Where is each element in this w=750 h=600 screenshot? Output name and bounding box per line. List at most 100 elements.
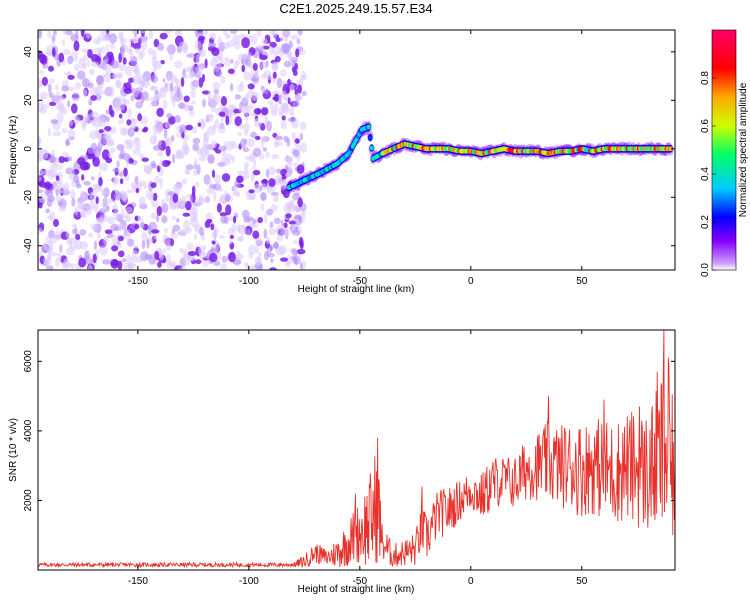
noise-blob <box>241 105 251 115</box>
noise-blob <box>46 198 53 208</box>
noise-blob <box>265 168 270 178</box>
noise-blob <box>38 189 43 194</box>
noise-blob <box>246 195 255 201</box>
noise-blob <box>189 194 193 204</box>
noise-blob <box>82 63 87 71</box>
noise-blob <box>49 163 58 173</box>
noise-blob <box>87 49 93 59</box>
noise-blob <box>172 224 181 232</box>
x-tick-label: -100 <box>239 576 259 587</box>
noise-blob <box>145 97 150 102</box>
noise-blob <box>260 73 268 80</box>
noise-blob <box>102 59 108 69</box>
trace-cell <box>369 145 374 151</box>
noise-blob <box>260 135 268 143</box>
noise-blob <box>280 220 284 227</box>
noise-blob <box>40 54 48 65</box>
noise-blob <box>54 84 59 91</box>
noise-blob <box>49 211 55 222</box>
noise-blob <box>206 218 213 224</box>
noise-blob <box>290 106 294 115</box>
noise-blob <box>150 229 160 234</box>
noise-blob <box>211 169 216 178</box>
noise-blob <box>293 239 298 245</box>
noise-blob <box>138 196 146 207</box>
colorbar: 0.0 0.2 0.4 0.6 0.8 Normalized spectral ampl… <box>700 29 749 277</box>
noise-blob <box>247 216 254 221</box>
noise-blob <box>187 251 197 256</box>
noise-blob <box>119 149 125 160</box>
noise-blob <box>194 40 202 51</box>
noise-blob <box>112 234 117 246</box>
noise-blob <box>285 86 291 94</box>
noise-blob <box>166 45 171 52</box>
noise-blob <box>236 175 244 184</box>
noise-blob <box>296 164 305 175</box>
noise-blob <box>182 248 188 256</box>
noise-blob <box>81 78 91 88</box>
noise-blob <box>101 197 108 209</box>
noise-blob <box>134 68 141 76</box>
noise-blob <box>220 215 228 224</box>
noise-blob <box>297 197 303 208</box>
noise-blob <box>67 100 71 108</box>
noise-blob <box>225 153 234 161</box>
noise-blob <box>58 206 67 212</box>
noise-blob <box>150 160 156 168</box>
noise-blob <box>198 49 207 57</box>
trace-cell <box>368 135 373 140</box>
noise-blob <box>89 130 98 140</box>
noise-blob <box>294 88 298 96</box>
y-tick-label: -20 <box>23 190 34 205</box>
noise-blob <box>165 145 171 157</box>
noise-blob <box>48 246 52 257</box>
noise-blob <box>231 223 236 233</box>
noise-blob <box>45 51 54 56</box>
noise-blob <box>280 37 284 42</box>
noise-blob <box>82 122 86 131</box>
noise-blob <box>188 255 197 262</box>
noise-blob <box>266 237 271 245</box>
noise-blob <box>124 262 133 270</box>
noise-blob <box>274 175 282 186</box>
colorbar-ticks: 0.0 0.2 0.4 0.6 0.8 <box>700 71 716 277</box>
noise-blob <box>246 228 251 236</box>
noise-blob <box>65 138 70 147</box>
noise-blob <box>90 223 99 230</box>
noise-blob <box>48 156 57 164</box>
noise-blob <box>62 48 71 56</box>
noise-blob <box>71 92 80 101</box>
noise-blob <box>150 85 156 91</box>
noise-blob <box>47 128 52 137</box>
noise-blob <box>254 118 259 128</box>
noise-blob <box>106 116 110 123</box>
noise-blob <box>64 182 69 193</box>
noise-blob <box>131 30 137 34</box>
noise-blob <box>94 202 99 213</box>
noise-blob <box>281 103 289 113</box>
noise-blob <box>87 113 91 125</box>
noise-blob <box>253 169 261 176</box>
noise-blob <box>169 82 174 92</box>
noise-blob <box>166 73 171 82</box>
noise-blob <box>252 230 260 239</box>
noise-blob <box>52 182 56 190</box>
noise-blob <box>92 183 102 190</box>
noise-blob <box>179 127 184 135</box>
noise-blob <box>280 257 288 262</box>
noise-blob <box>287 117 295 123</box>
noise-blob <box>212 94 218 100</box>
noise-blob <box>185 124 193 131</box>
noise-blob <box>198 245 205 257</box>
noise-blob <box>73 116 80 125</box>
snr-series-line <box>38 330 675 569</box>
noise-blob <box>291 131 296 142</box>
noise-blob <box>270 204 279 212</box>
noise-blob <box>211 140 217 149</box>
noise-blob <box>42 64 49 69</box>
noise-blob <box>273 103 279 112</box>
noise-blob <box>288 160 293 169</box>
noise-blob <box>169 50 173 61</box>
noise-blob <box>184 145 189 157</box>
noise-blob <box>206 194 211 204</box>
